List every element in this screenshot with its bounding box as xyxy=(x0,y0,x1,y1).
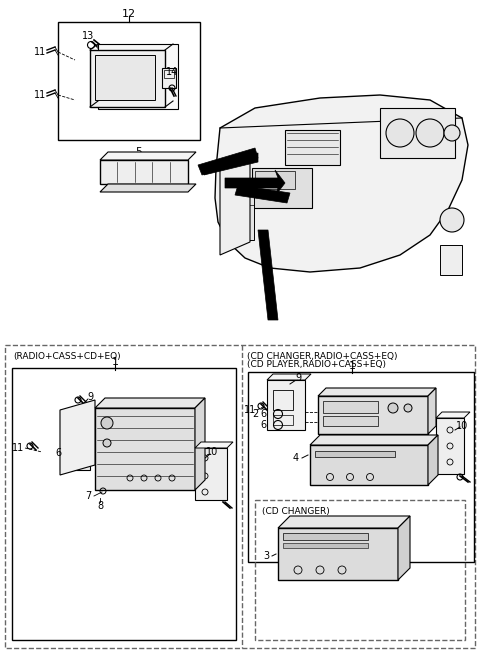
Bar xyxy=(60,410,90,470)
Polygon shape xyxy=(258,230,278,320)
Bar xyxy=(273,415,293,425)
Circle shape xyxy=(416,119,444,147)
Bar xyxy=(278,528,398,580)
Polygon shape xyxy=(278,516,410,528)
Bar xyxy=(100,160,188,184)
Text: 5: 5 xyxy=(135,147,141,157)
Circle shape xyxy=(386,119,414,147)
Text: 1: 1 xyxy=(111,357,119,367)
Text: 1: 1 xyxy=(348,361,356,371)
Polygon shape xyxy=(95,398,205,408)
Text: 2: 2 xyxy=(252,409,258,419)
Polygon shape xyxy=(436,412,470,418)
Bar xyxy=(65,445,83,457)
Bar xyxy=(95,408,195,490)
Bar xyxy=(285,130,340,165)
Polygon shape xyxy=(198,148,258,175)
Bar xyxy=(162,68,176,88)
Bar xyxy=(323,401,378,413)
Bar xyxy=(12,368,236,640)
Polygon shape xyxy=(195,398,205,490)
Text: 3: 3 xyxy=(263,551,269,561)
Polygon shape xyxy=(100,152,196,160)
Bar xyxy=(323,416,378,426)
Bar xyxy=(195,448,227,500)
Text: 11: 11 xyxy=(12,443,24,453)
Bar xyxy=(98,44,178,109)
Bar xyxy=(252,168,312,208)
Bar xyxy=(273,390,293,410)
Circle shape xyxy=(103,439,111,447)
Text: 4: 4 xyxy=(293,453,299,463)
Polygon shape xyxy=(60,400,95,475)
Polygon shape xyxy=(215,95,468,272)
Text: (CD CHANGER): (CD CHANGER) xyxy=(262,507,330,516)
Circle shape xyxy=(388,403,398,413)
Bar xyxy=(318,396,428,434)
Text: 10: 10 xyxy=(456,421,468,431)
Polygon shape xyxy=(428,388,436,434)
Text: 6: 6 xyxy=(55,448,61,458)
Text: 7: 7 xyxy=(85,491,91,501)
Text: 11: 11 xyxy=(244,405,256,415)
Bar xyxy=(58,22,200,140)
Text: (CD PLAYER,RADIO+CASS+EQ): (CD PLAYER,RADIO+CASS+EQ) xyxy=(247,360,386,369)
Bar xyxy=(283,543,368,548)
Polygon shape xyxy=(235,185,290,203)
Polygon shape xyxy=(267,374,311,380)
Text: 6: 6 xyxy=(260,409,266,419)
Text: 8: 8 xyxy=(97,501,103,511)
Bar xyxy=(95,55,155,100)
Bar xyxy=(90,50,165,107)
Text: 11: 11 xyxy=(34,47,46,57)
Circle shape xyxy=(440,208,464,232)
Bar xyxy=(65,420,83,440)
Text: 10: 10 xyxy=(206,447,218,457)
Bar xyxy=(164,70,174,78)
Text: (RADIO+CASS+CD+EQ): (RADIO+CASS+CD+EQ) xyxy=(13,352,120,361)
Circle shape xyxy=(444,125,460,141)
Text: 6: 6 xyxy=(260,420,266,430)
Text: 12: 12 xyxy=(122,9,136,19)
Polygon shape xyxy=(100,184,196,192)
Bar xyxy=(5,345,475,648)
Text: 9: 9 xyxy=(295,373,301,383)
Bar xyxy=(283,533,368,540)
Polygon shape xyxy=(195,442,233,448)
Text: (CD CHANGER,RADIO+CASS+EQ): (CD CHANGER,RADIO+CASS+EQ) xyxy=(247,352,397,361)
Bar xyxy=(440,245,462,275)
Polygon shape xyxy=(398,516,410,580)
Polygon shape xyxy=(310,435,438,445)
Bar xyxy=(255,500,465,640)
Polygon shape xyxy=(428,435,438,485)
Bar xyxy=(248,372,474,562)
Polygon shape xyxy=(225,170,285,196)
Bar xyxy=(315,451,395,457)
Bar xyxy=(255,171,295,189)
Bar xyxy=(224,195,254,240)
Circle shape xyxy=(404,404,412,412)
Polygon shape xyxy=(204,153,258,175)
Bar xyxy=(267,380,305,430)
Text: 11: 11 xyxy=(34,90,46,100)
Text: 13: 13 xyxy=(82,31,94,41)
Bar xyxy=(436,418,464,474)
Bar xyxy=(380,108,455,158)
Circle shape xyxy=(101,417,113,429)
Polygon shape xyxy=(220,155,250,255)
Polygon shape xyxy=(318,388,436,396)
Text: 9: 9 xyxy=(87,392,93,402)
Text: 14: 14 xyxy=(166,67,178,77)
Bar xyxy=(310,445,428,485)
